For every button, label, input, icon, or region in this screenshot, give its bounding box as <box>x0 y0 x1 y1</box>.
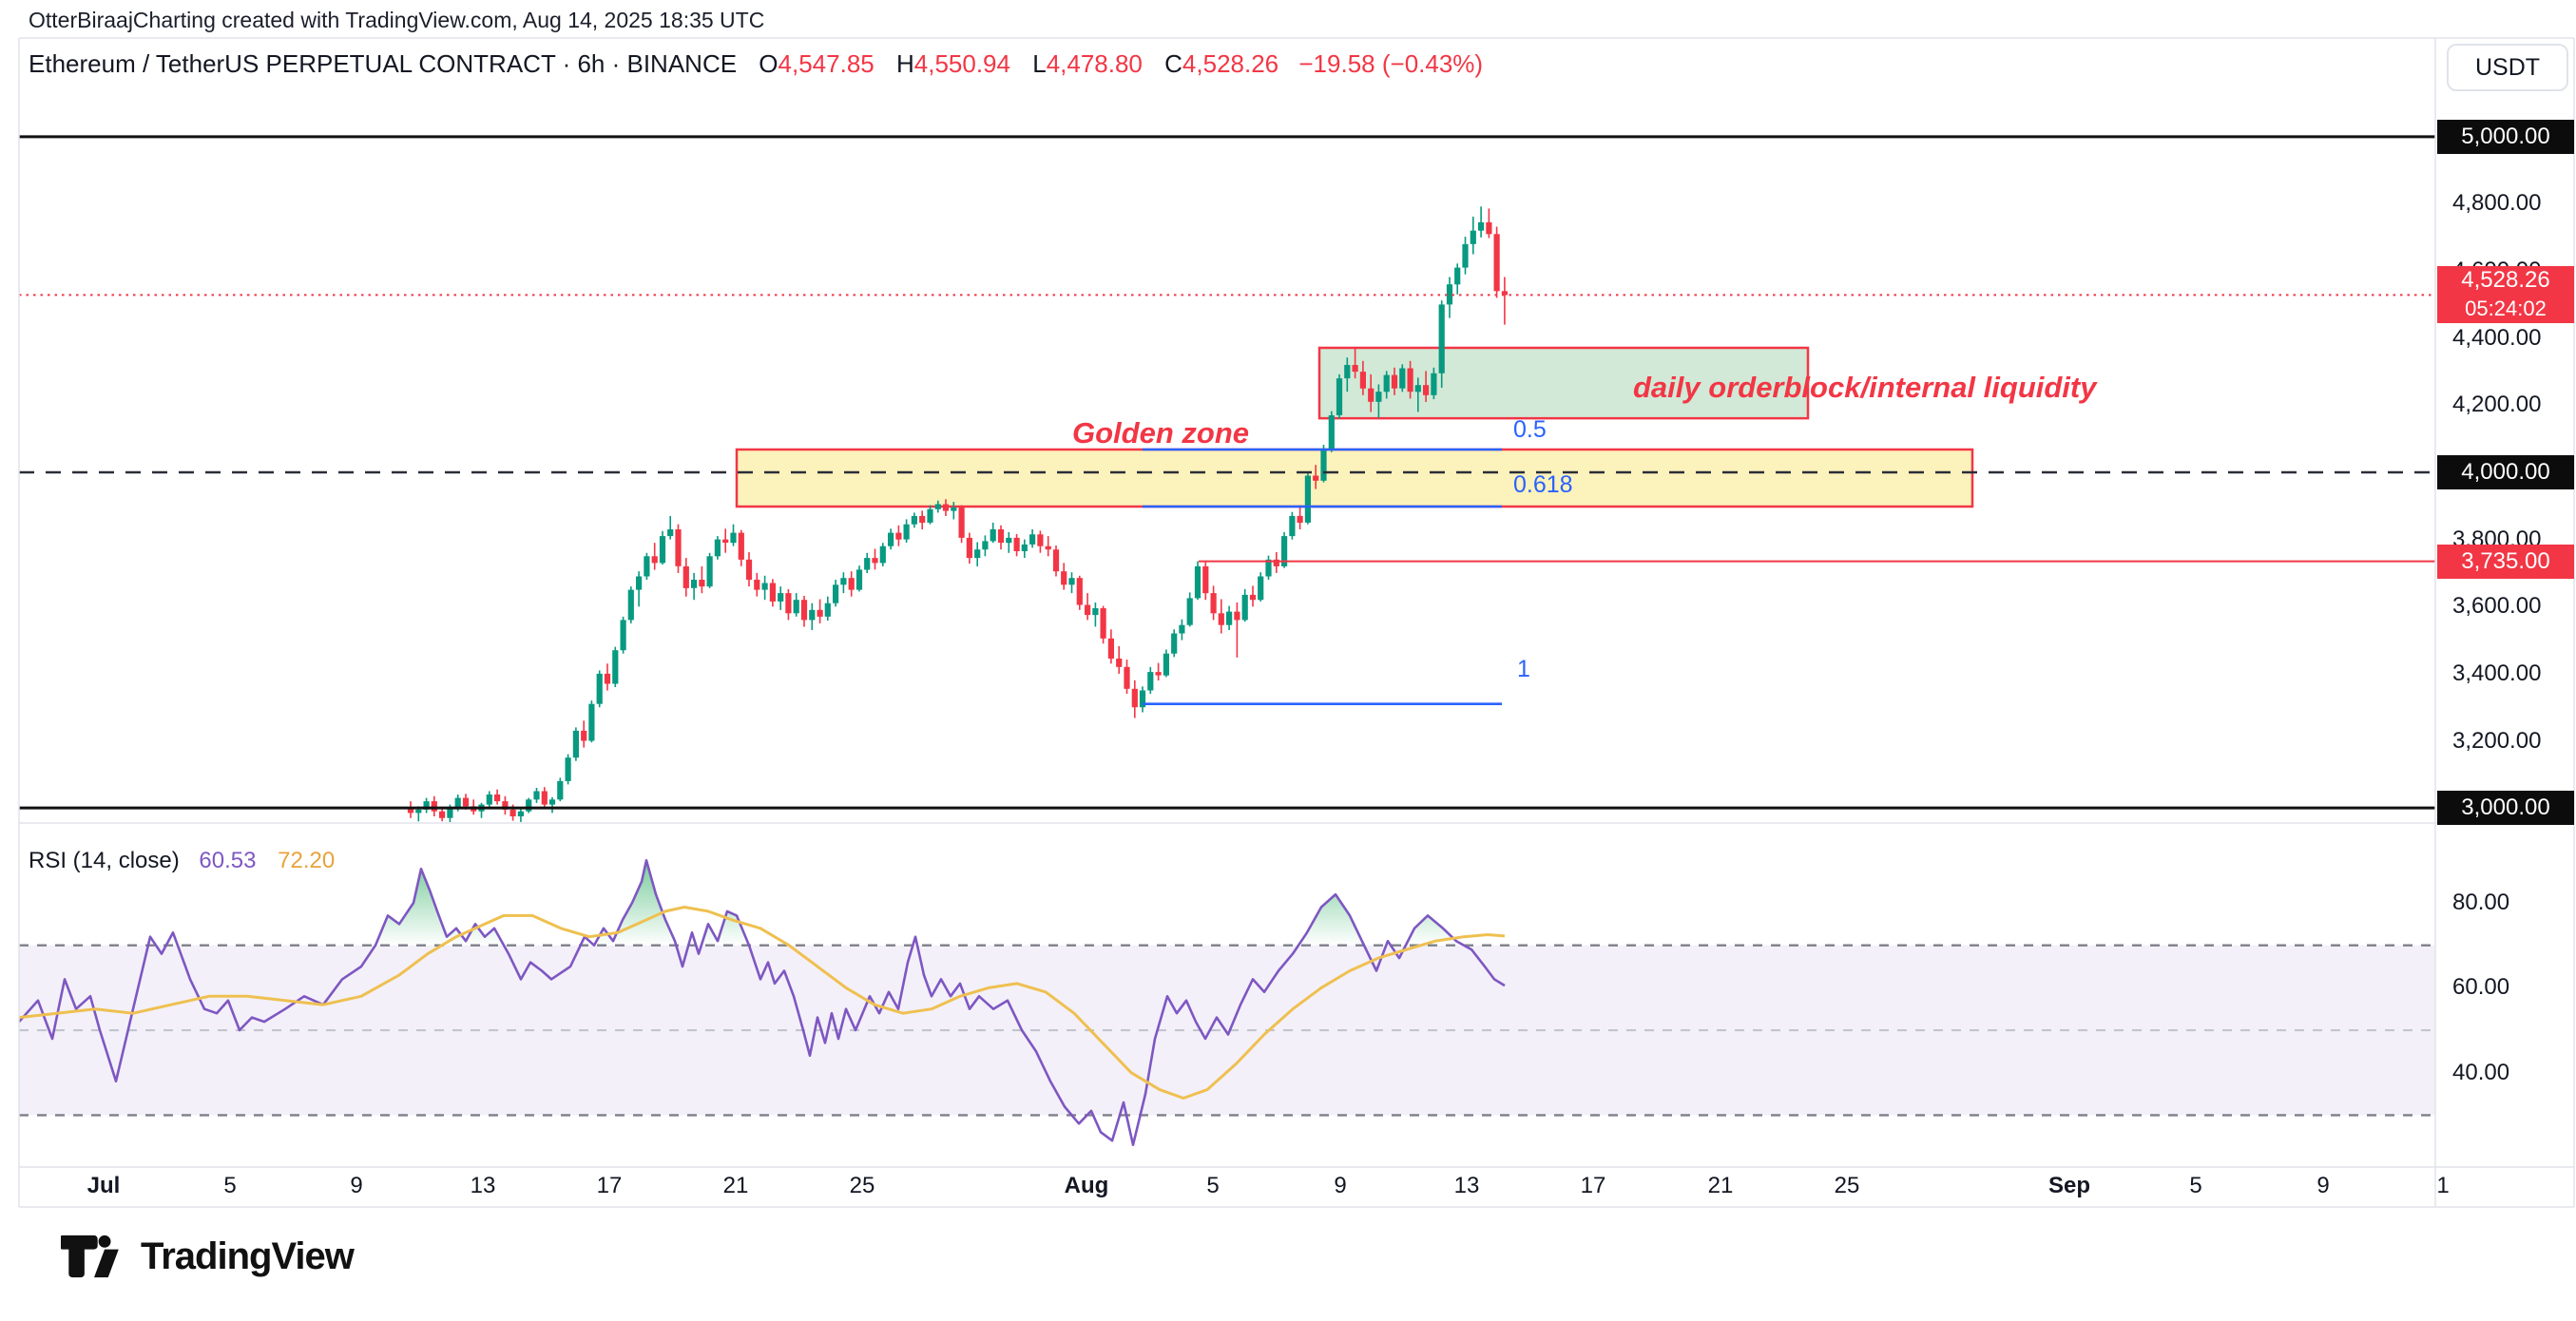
orderblock-annotation[interactable]: daily orderblock/internal liquidity <box>1633 371 2097 404</box>
rsi-ma-value: 72.20 <box>278 848 336 873</box>
price-badge-4000: 4,000.00 <box>2437 455 2574 489</box>
time-tick-5-1276[interactable]: 5 <box>1206 1173 1220 1198</box>
time-tick-17-1676[interactable]: 17 <box>1580 1173 1606 1198</box>
current-price-value: 4,528.26 <box>2461 267 2550 294</box>
open-value: 4,547.85 <box>778 49 875 78</box>
time-tick-1-2570[interactable]: 1 <box>2436 1173 2450 1198</box>
time-tick-21-774[interactable]: 21 <box>722 1173 749 1198</box>
change-value: −19.58 (−0.43%) <box>1298 49 1484 78</box>
rsi-indicator-header[interactable]: RSI (14, close) 60.53 72.20 <box>29 848 335 874</box>
countdown-timer: 05:24:02 <box>2465 297 2547 321</box>
candlestick-series[interactable] <box>407 206 1508 822</box>
rsi-title[interactable]: RSI (14, close) <box>29 848 180 873</box>
time-tick-sep-2177[interactable]: Sep <box>2047 1173 2091 1198</box>
price-tick-4200: 4,200.00 <box>2452 392 2542 418</box>
tradingview-logo-text: TradingView <box>141 1235 355 1277</box>
rsi-overbought-fill <box>19 860 1505 946</box>
tradingview-logo[interactable]: TradingView <box>61 1232 355 1281</box>
time-tick-jul-109[interactable]: Jul <box>87 1173 121 1198</box>
price-badge-3735: 3,735.00 <box>2437 544 2574 579</box>
time-tick-9-2444[interactable]: 9 <box>2316 1173 2330 1198</box>
golden-zone-annotation[interactable]: Golden zone <box>1072 416 1249 450</box>
time-tick-13-1543[interactable]: 13 <box>1453 1173 1480 1198</box>
high-value: 4,550.94 <box>913 49 1010 78</box>
price-tick-3600: 3,600.00 <box>2452 593 2542 620</box>
time-tick-5-242[interactable]: 5 <box>223 1173 237 1198</box>
rsi-line[interactable] <box>18 858 1506 1146</box>
low-value: 4,478.80 <box>1046 49 1143 78</box>
time-tick-9-1410[interactable]: 9 <box>1334 1173 1347 1198</box>
close-value: 4,528.26 <box>1182 49 1279 78</box>
open-label: O <box>759 49 779 78</box>
time-tick-21-1810[interactable]: 21 <box>1707 1173 1734 1198</box>
fib-level-0.5-label[interactable]: 0.5 <box>1513 416 1547 443</box>
fib-level-0.618-label[interactable]: 0.618 <box>1513 471 1573 498</box>
current-price-badge: 4,528.26 05:24:02 <box>2437 266 2574 324</box>
rsi-tick-40: 40.00 <box>2452 1059 2510 1085</box>
tradingview-logo-icon <box>61 1235 119 1278</box>
rsi-ma-line[interactable] <box>18 906 1506 1100</box>
high-label: H <box>895 49 914 78</box>
time-tick-17-641[interactable]: 17 <box>596 1173 623 1198</box>
price-tick-3200: 3,200.00 <box>2452 727 2542 754</box>
rsi-value: 60.53 <box>199 848 257 873</box>
rsi-tick-60: 60.00 <box>2452 974 2510 1001</box>
close-label: C <box>1164 49 1182 78</box>
price-tick-4400: 4,400.00 <box>2452 324 2542 351</box>
time-tick-aug-1143[interactable]: Aug <box>1064 1173 1109 1198</box>
golden-zone-box[interactable] <box>735 448 1974 508</box>
currency-toggle-button[interactable]: USDT <box>2447 44 2568 91</box>
fib-level-1-label[interactable]: 1 <box>1517 656 1530 682</box>
price-tick-3400: 3,400.00 <box>2452 660 2542 686</box>
symbol-title[interactable]: Ethereum / TetherUS PERPETUAL CONTRACT ·… <box>29 49 738 78</box>
time-tick-5-2310[interactable]: 5 <box>2189 1173 2202 1198</box>
symbol-bar[interactable]: Ethereum / TetherUS PERPETUAL CONTRACT ·… <box>29 49 1483 79</box>
time-tick-25-1943[interactable]: 25 <box>1834 1173 1860 1198</box>
price-badge-5000: 5,000.00 <box>2437 119 2574 154</box>
time-tick-9-375[interactable]: 9 <box>350 1173 363 1198</box>
time-tick-25-907[interactable]: 25 <box>849 1173 875 1198</box>
low-label: L <box>1032 49 1047 78</box>
time-tick-13-508[interactable]: 13 <box>470 1173 496 1198</box>
price-badge-3000: 3,000.00 <box>2437 791 2574 826</box>
rsi-tick-80: 80.00 <box>2452 890 2510 915</box>
attribution-text: OtterBiraajCharting created with Trading… <box>29 8 765 32</box>
price-tick-4800: 4,800.00 <box>2452 190 2542 217</box>
